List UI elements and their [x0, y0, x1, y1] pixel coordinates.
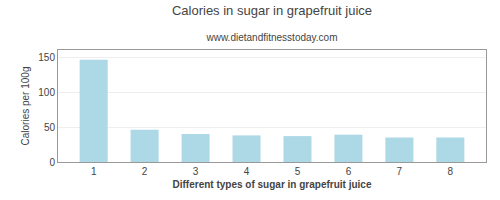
svg-text:100: 100 [38, 87, 55, 98]
svg-text:4: 4 [244, 166, 250, 177]
svg-text:50: 50 [44, 122, 56, 133]
svg-text:5: 5 [295, 166, 301, 177]
svg-text:2: 2 [142, 166, 148, 177]
svg-text:7: 7 [397, 166, 403, 177]
svg-text:6: 6 [346, 166, 352, 177]
svg-text:150: 150 [38, 52, 55, 63]
svg-text:1: 1 [91, 166, 97, 177]
svg-text:8: 8 [448, 166, 454, 177]
svg-text:Calories in sugar in grapefrui: Calories in sugar in grapefruit juice [172, 3, 372, 18]
svg-text:3: 3 [193, 166, 199, 177]
svg-text:Calories per 100g: Calories per 100g [20, 67, 31, 146]
svg-text:Different types of sugar in gr: Different types of sugar in grapefruit j… [173, 179, 372, 190]
svg-text:0: 0 [49, 157, 55, 168]
svg-text:www.dietandfitnesstoday.com: www.dietandfitnesstoday.com [206, 32, 338, 43]
